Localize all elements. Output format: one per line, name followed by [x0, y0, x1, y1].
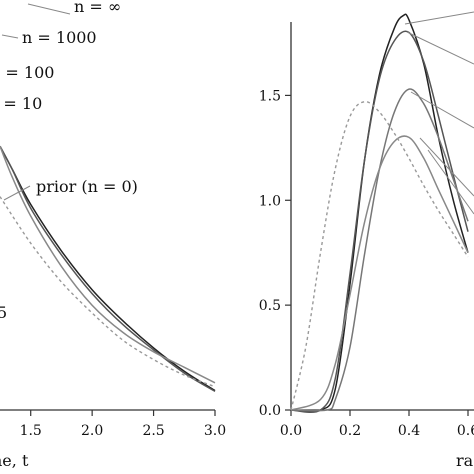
series-n-1000 [0, 145, 216, 393]
legend-n-10: n = 10 [0, 94, 42, 113]
leader-line-n-100 [410, 91, 474, 129]
leader-line-n-10 [419, 137, 474, 197]
leader-line-n-1000 [406, 31, 474, 65]
series-n-inf [290, 13, 469, 413]
series-n-10 [0, 145, 216, 384]
series-n-100 [290, 88, 469, 412]
leader-line-n-inf [404, 11, 474, 25]
x-tick-label: 3.0 [204, 423, 226, 439]
x-tick-label: 0.4 [398, 423, 420, 439]
left-x-axis-label: ne, t [0, 451, 29, 470]
y-tick-label: 0.0 [259, 403, 281, 419]
y-tick-label: 1.0 [259, 193, 281, 209]
x-tick-label: 0.2 [339, 423, 361, 439]
left-legend: n = ∞ n = 1000 n = 100 n = 10 [0, 0, 121, 113]
legend-n-1000: n = 1000 [22, 28, 97, 47]
right-panel: 0.0 0.5 1.0 1.5 0.0 0.2 0.4 0.6 ra [259, 11, 474, 470]
right-leader-lines [404, 11, 474, 215]
left-x-ticks: 1.5 2.0 2.5 3.0 [20, 410, 226, 439]
prior-annotation: prior (n = 0) [36, 177, 138, 196]
legend-n-inf: n = ∞ [74, 0, 121, 16]
series-n-10 [290, 135, 469, 411]
x-tick-label: 0.0 [280, 423, 302, 439]
left-panel-label-5: 5 [0, 303, 7, 322]
legend-leader-n-inf [27, 3, 71, 15]
leader-line-prior [427, 149, 474, 215]
legend-n-100: n = 100 [0, 63, 54, 82]
x-tick-label: 2.0 [81, 423, 103, 439]
y-tick-label: 1.5 [259, 88, 281, 104]
right-series-group [290, 13, 469, 414]
right-x-ticks: 0.0 0.2 0.4 0.6 [280, 410, 474, 439]
left-panel: 1.5 2.0 2.5 3.0 n = ∞ n = 1000 n = 100 n = … [0, 0, 226, 470]
series-n-1000 [290, 30, 469, 414]
legend-leader-n-1000 [1, 34, 19, 39]
y-tick-label: 0.5 [259, 298, 281, 314]
x-tick-label: 0.6 [457, 423, 474, 439]
right-x-axis-label: ra [456, 451, 474, 470]
series-prior-n-0 [0, 196, 216, 388]
x-tick-label: 2.5 [142, 423, 164, 439]
right-y-ticks: 0.0 0.5 1.0 1.5 [259, 88, 291, 419]
x-tick-label: 1.5 [20, 423, 42, 439]
left-series-group [0, 145, 216, 393]
series-prior-n-0 [290, 100, 469, 411]
prior-leader-line [3, 185, 31, 201]
